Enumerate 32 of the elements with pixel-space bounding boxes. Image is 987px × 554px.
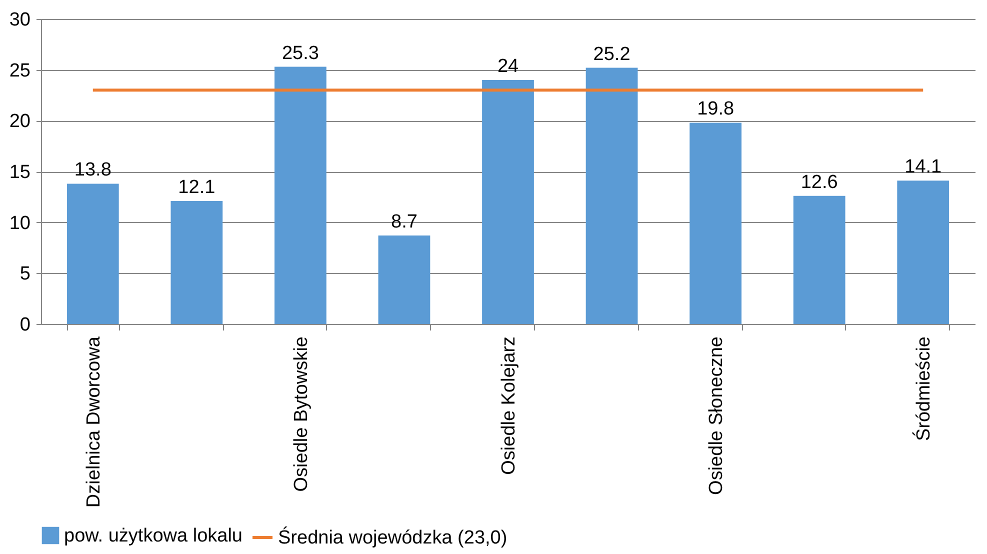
x-tick-label: Śródmieście: [912, 336, 935, 442]
x-tick-label: Osiedle Bytowskie: [290, 336, 312, 492]
bar: [586, 68, 638, 324]
data-label: 25.3: [282, 42, 319, 64]
x-tick-label: Osiedle Słoneczne: [706, 336, 728, 495]
bar: [274, 66, 326, 324]
data-label: 25.2: [593, 44, 630, 65]
legend-label: pow. użytkowa lokalu: [64, 526, 242, 546]
data-label: 14.1: [904, 156, 942, 178]
data-label: 19.8: [697, 98, 734, 120]
x-tick-label: Osiedle Kolejarz: [498, 336, 520, 475]
y-tick-label: 10: [9, 212, 30, 234]
legend-label: Średnia wojewódzka (23,0): [278, 526, 508, 548]
y-tick-label: 30: [9, 10, 30, 30]
x-tick-label: Dzielnica Dworcowa: [83, 336, 104, 508]
bar: [66, 184, 119, 324]
data-label: 12.1: [178, 176, 216, 198]
y-tick-label: 25: [9, 60, 30, 82]
y-tick-label: 0: [20, 314, 30, 336]
bar: [170, 200, 223, 324]
data-label: 24: [497, 56, 519, 77]
bar: [690, 122, 742, 324]
bar: [897, 180, 950, 324]
y-tick-label: 5: [20, 264, 30, 285]
bar: [378, 236, 430, 324]
bar: [793, 196, 846, 324]
y-tick-label: 15: [9, 162, 30, 183]
bar: [482, 80, 534, 324]
data-label: 13.8: [74, 160, 112, 181]
y-tick-label: 20: [9, 111, 30, 132]
data-label: 8.7: [391, 212, 418, 233]
data-label: 12.6: [800, 172, 838, 193]
